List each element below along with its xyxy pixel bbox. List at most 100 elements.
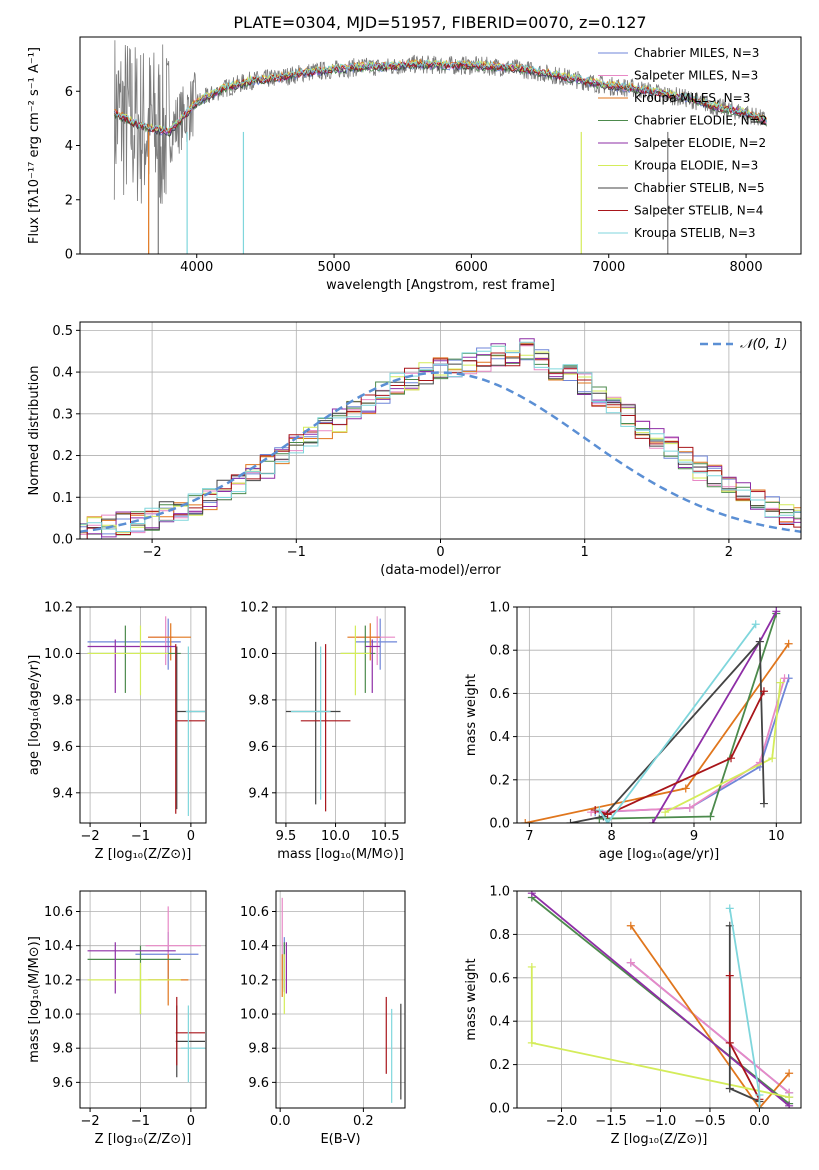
weight-age-marker: [755, 637, 764, 646]
weight-z-ytick-label: 0.0: [489, 1102, 510, 1117]
age-mass-xtick-label: 10.0: [321, 829, 350, 844]
weight-z-marker: [626, 958, 635, 967]
weight-z-marker: [626, 921, 635, 930]
age-z-xtick-label: 0: [187, 829, 195, 844]
hist-series-step: [80, 343, 801, 530]
age-mass-ytick-label: 9.4: [248, 786, 269, 801]
spectrum-ylabel: Flux [fλ10⁻¹⁷ erg cm⁻² s⁻¹ A⁻¹]: [27, 47, 42, 244]
weight-age-ytick-label: 0.2: [489, 773, 510, 788]
weight-age-line: [591, 678, 786, 814]
legend-entry: Salpeter MILES, N=3: [634, 69, 758, 83]
legend-entry: Chabrier MILES, N=3: [634, 46, 759, 60]
weight-z-marker: [527, 1038, 536, 1047]
age-z-ytick-label: 10.0: [44, 647, 73, 662]
weight-z-line: [630, 961, 790, 1094]
hist-xtick-label: 1: [581, 545, 589, 560]
hist-ylabel: Normed distribution: [27, 366, 42, 496]
hist-series-step: [80, 345, 801, 534]
hist-xtick-label: 2: [725, 545, 733, 560]
weight-z-marker: [725, 904, 734, 913]
hist-xtick-label: 0: [436, 545, 444, 560]
legend-entry: Kroupa ELODIE, N=3: [634, 159, 758, 173]
spectrum-model-line: [113, 59, 768, 132]
weight-age-marker: [759, 687, 768, 696]
weight-age-xtick-label: 9: [690, 829, 698, 844]
weight-z-ylabel: mass weight: [464, 958, 479, 1040]
mass-z-ytick-label: 10.0: [44, 1008, 73, 1023]
legend-entry: Kroupa MILES, N=3: [634, 91, 750, 105]
weight-age-marker: [768, 754, 777, 763]
hist-series-step: [80, 347, 801, 539]
mass-ebv-ytick-label: 10.2: [240, 973, 269, 988]
weight-z-marker: [527, 962, 536, 971]
mass-z-ytick-label: 9.8: [52, 1042, 73, 1057]
hist-ytick-label: 0.1: [52, 491, 73, 506]
hist-ytick-label: 0.2: [52, 449, 73, 464]
figure-title: PLATE=0304, MJD=51957, FIBERID=0070, z=0…: [233, 13, 646, 32]
age-mass-axes: 9.5 10.0 10.5 9.4 9.6 9.8 10.0 10.2 mass [log₁₀(…: [240, 601, 405, 862]
hist-ytick-label: 0.0: [52, 533, 73, 548]
mass-ebv-ytick-label: 9.6: [248, 1076, 269, 1091]
age-z-errorbars: [87, 616, 205, 817]
weight-z-xtick-label: −1.0: [645, 1114, 677, 1129]
mass-ebv-xtick-label: 0.0: [270, 1114, 291, 1129]
hist-series-step: [80, 344, 801, 539]
weight-age-marker: [595, 806, 604, 815]
weight-age-ytick-label: 0.6: [489, 687, 510, 702]
spectrum-ytick-label: 4: [65, 139, 73, 154]
weight-z-xtick-label: −0.5: [694, 1114, 726, 1129]
mass-ebv-xtick-label: 0.2: [353, 1114, 374, 1129]
weight-z-ytick-label: 0.6: [489, 971, 510, 986]
age-mass-xtick-label: 9.5: [276, 829, 297, 844]
mass-ebv-ytick-label: 10.0: [240, 1008, 269, 1023]
mass-z-ytick-label: 10.4: [44, 939, 73, 954]
spectrum-ytick-label: 2: [65, 193, 73, 208]
weight-z-frame: [516, 890, 802, 1109]
spectrum-axes: 4000 5000 6000 7000 8000 0 2 4 6 wavelength [Angs…: [27, 47, 763, 293]
mass-ebv-ytick-label: 10.6: [240, 905, 269, 920]
hist-series-step: [80, 342, 801, 534]
mass-z-ytick-label: 9.6: [52, 1076, 73, 1091]
weight-age-ytick-label: 0.8: [489, 644, 510, 659]
mass-z-ytick-label: 10.2: [44, 973, 73, 988]
weight-z-ytick-label: 1.0: [489, 885, 510, 900]
weight-age-marker: [759, 799, 768, 808]
weight-age-marker: [521, 819, 530, 823]
spectrum-xtick-label: 4000: [180, 260, 213, 275]
weight-age-marker: [772, 607, 781, 616]
age-mass-xtick-label: 10.5: [371, 829, 400, 844]
spectrum-xtick-label: 5000: [318, 260, 351, 275]
weight-age-marker: [776, 678, 785, 687]
weight-age-line: [598, 623, 757, 823]
weight-age-ytick-label: 0.4: [489, 730, 510, 745]
hist-xtick-label: −1: [287, 545, 306, 560]
age-mass-ytick-label: 10.0: [240, 647, 269, 662]
weight-age-marker: [661, 808, 670, 817]
age-mass-ytick-label: 9.8: [248, 693, 269, 708]
weight-age-xtick-label: 10: [768, 829, 785, 844]
weight-age-marker: [784, 639, 793, 648]
hist-steps: [80, 338, 801, 539]
weight-z-marker: [785, 1069, 794, 1078]
weight-age-marker: [780, 674, 789, 683]
mass-z-ylabel: mass [log₁₀(M/M⊙)]: [27, 936, 42, 1063]
weight-z-ytick-label: 0.4: [489, 1015, 510, 1030]
weight-age-ytick-label: 1.0: [489, 601, 510, 616]
hist-ytick-label: 0.3: [52, 407, 73, 422]
weight-z-marker: [755, 1104, 764, 1108]
hist-ytick-label: 0.5: [52, 324, 73, 339]
spectrum-xtick-label: 8000: [730, 260, 763, 275]
weight-z-axes: −2.0 −1.5 −1.0 −0.5 0.0 0.0 0.2 0.4 0.6 0.8 1.0 Z […: [464, 885, 801, 1147]
weight-age-marker: [681, 784, 690, 793]
mass-z-ytick-label: 10.6: [44, 905, 73, 920]
mass-ebv-xlabel: E(B-V): [320, 1132, 360, 1147]
spectrum-model-line: [114, 61, 768, 137]
hist-ytick-label: 0.4: [52, 366, 73, 381]
age-z-ytick-label: 9.6: [52, 740, 73, 755]
spectrum-data-line: [113, 40, 767, 204]
weight-age-series: [521, 607, 793, 823]
hist-xtick-label: −2: [143, 545, 162, 560]
hist-frame: [79, 321, 802, 540]
spectrum-ytick-label: 0: [65, 248, 73, 263]
